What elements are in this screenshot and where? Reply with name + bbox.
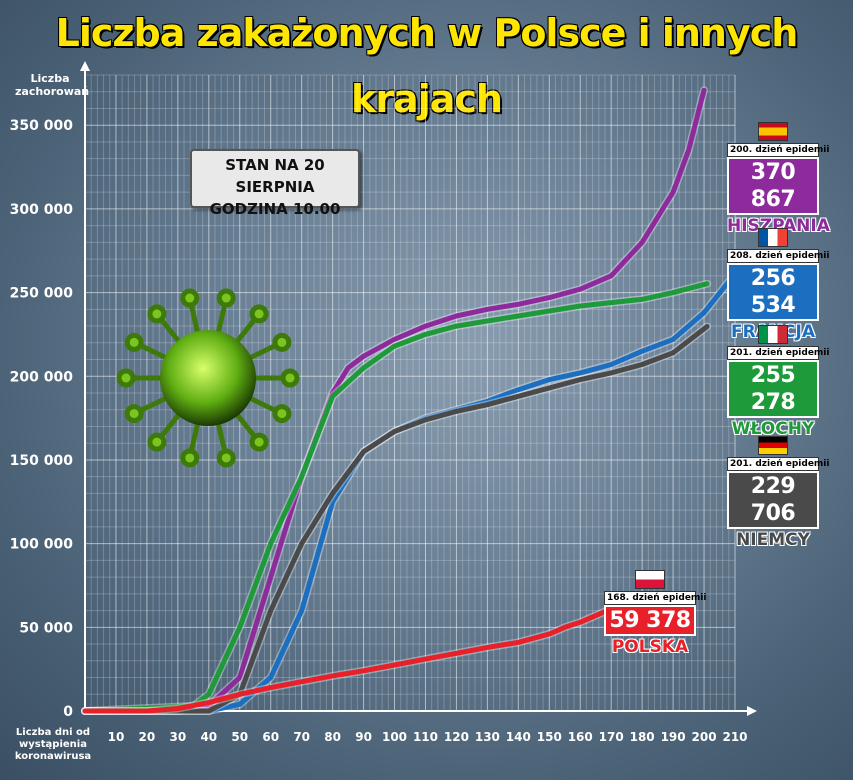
- poland-day: 168. dzień epidemii: [604, 591, 706, 605]
- y-axis-label: Liczba zachorowań: [15, 72, 90, 98]
- france-value: 256 534: [727, 263, 819, 321]
- spain-day: 200. dzień epidemii: [727, 143, 829, 157]
- germany-country: NIEMCY: [736, 530, 810, 550]
- france-flag-icon: [758, 228, 788, 247]
- x-tick-label: 70: [293, 730, 310, 744]
- card-spain: 200. dzień epidemii 370 867 HISZPANIA: [727, 122, 830, 237]
- poland-value: 59 378: [604, 605, 696, 636]
- x-tick-label: 60: [262, 730, 279, 744]
- x-tick-label: 140: [506, 730, 531, 744]
- x-tick-label: 90: [355, 730, 372, 744]
- x-tick-label: 100: [382, 730, 407, 744]
- italy-value: 255 278: [727, 360, 819, 418]
- y-tick-label: 150 000: [10, 453, 74, 469]
- x-tick-label: 150: [537, 730, 562, 744]
- x-tick-label: 40: [200, 730, 217, 744]
- x-tick-label: 10: [108, 730, 125, 744]
- x-tick-label: 200: [692, 730, 717, 744]
- france-day: 208. dzień epidemii: [727, 249, 829, 263]
- spain-value: 370 867: [727, 157, 819, 215]
- germany-day: 201. dzień epidemii: [727, 457, 829, 471]
- x-tick-label: 160: [568, 730, 593, 744]
- x-tick-label: 130: [475, 730, 500, 744]
- x-tick-label: 190: [661, 730, 686, 744]
- italy-country: WŁOCHY: [731, 419, 815, 439]
- poland-country: POLSKA: [611, 637, 689, 657]
- x-tick-label: 20: [139, 730, 156, 744]
- x-tick-label: 120: [444, 730, 469, 744]
- germany-value: 229 706: [727, 471, 819, 529]
- series-line-polska: [82, 609, 608, 714]
- card-italy: 201. dzień epidemii 255 278 WŁOCHY: [727, 325, 829, 440]
- y-tick-label: 300 000: [10, 202, 74, 218]
- series-line-włochy: [82, 281, 710, 714]
- y-tick-label: 200 000: [10, 369, 74, 385]
- x-tick-label: 50: [231, 730, 248, 744]
- y-axis-arrow: [80, 61, 90, 71]
- status-time: GODZINA 10.00: [209, 200, 341, 218]
- y-tick-label: 100 000: [10, 537, 74, 553]
- x-tick-label: 110: [413, 730, 438, 744]
- spain-country: HISZPANIA: [727, 216, 830, 236]
- y-tick-label: 350 000: [10, 118, 74, 134]
- card-poland: 168. dzień epidemii 59 378 POLSKA: [604, 570, 706, 658]
- germany-flag-icon: [758, 436, 788, 455]
- x-tick-label: 210: [722, 730, 747, 744]
- virus-icon: [116, 288, 300, 468]
- status-date: STAN NA 20 SIERPNIA: [225, 156, 325, 196]
- italy-flag-icon: [758, 325, 788, 344]
- series-line-hiszpania: [82, 87, 707, 714]
- series-line-niemcy: [82, 324, 710, 714]
- x-axis-arrow: [747, 706, 757, 716]
- poland-flag-icon: [635, 570, 665, 589]
- spain-flag-icon: [758, 122, 788, 141]
- x-tick-label: 30: [170, 730, 187, 744]
- chart-title: Liczba zakażonych w Polsce i innych kraj…: [55, 11, 799, 121]
- y-tick-label: 0: [63, 704, 73, 720]
- x-tick-label: 180: [630, 730, 655, 744]
- y-tick-label: 50 000: [19, 620, 73, 636]
- x-tick-label: 170: [599, 730, 624, 744]
- card-germany: 201. dzień epidemii 229 706 NIEMCY: [727, 436, 829, 551]
- x-axis-label: Liczba dni od wystąpienia koronawirusa: [14, 727, 92, 762]
- y-tick-label: 250 000: [10, 286, 74, 302]
- italy-day: 201. dzień epidemii: [727, 346, 829, 360]
- x-tick-label: 80: [324, 730, 341, 744]
- status-box: STAN NA 20 SIERPNIA GODZINA 10.00: [190, 149, 360, 218]
